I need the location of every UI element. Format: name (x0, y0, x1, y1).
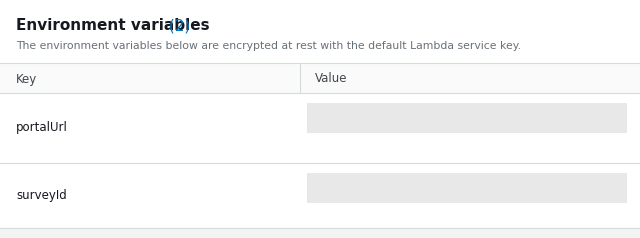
Text: The environment variables below are encrypted at rest with the default Lambda se: The environment variables below are encr… (16, 41, 521, 51)
Text: (2): (2) (164, 19, 190, 34)
Bar (0, 63, 640, 93)
Text: portalUrl: portalUrl (16, 122, 68, 134)
Text: Key: Key (16, 73, 37, 85)
Bar (0, 93, 640, 163)
Bar (307, 173, 627, 203)
Bar (0, 228, 640, 238)
Bar (307, 103, 627, 133)
Bar (0, 163, 640, 228)
Text: Environment variables: Environment variables (16, 19, 210, 34)
Text: surveyId: surveyId (16, 189, 67, 202)
Text: Value: Value (315, 73, 348, 85)
